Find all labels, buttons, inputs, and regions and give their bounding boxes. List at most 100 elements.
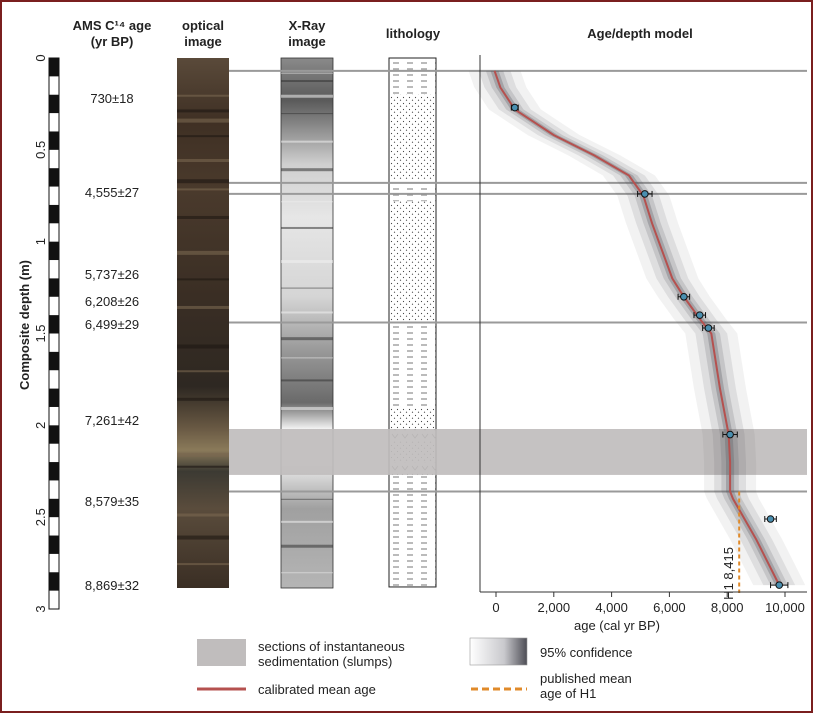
boundary-lines — [229, 69, 807, 493]
scale-bar-segment — [49, 204, 59, 224]
optical-streak — [177, 109, 229, 113]
optical-header-line1: optical — [182, 18, 224, 33]
xray-core-streaks — [281, 72, 333, 574]
ams-age-label: 6,499±29 — [85, 317, 139, 332]
optical-core-image — [177, 58, 229, 588]
depth-tick-6: 3 — [33, 605, 48, 612]
confidence-envelope — [478, 70, 796, 586]
model-header: Age/depth model — [587, 26, 692, 41]
depth-axis-label: Composite depth (m) — [17, 260, 32, 390]
dated-point — [510, 103, 519, 112]
legend-calibrated-label: calibrated mean age — [258, 682, 376, 697]
xray-streak — [281, 80, 333, 83]
scale-bar-segment — [49, 315, 59, 334]
xray-header-line1: X-Ray — [289, 18, 327, 33]
xray-streak — [281, 311, 333, 314]
dated-point — [680, 292, 688, 301]
dated-point — [695, 311, 704, 319]
xray-streak — [281, 520, 333, 523]
xray-streak — [281, 357, 333, 359]
legend-published-line1: published mean — [540, 671, 632, 686]
xray-streak — [281, 498, 333, 500]
age-x-axis: 0 2,000 4,000 6,000 8,000 10,000 — [480, 591, 807, 615]
optical-streak — [177, 215, 229, 219]
scale-bar-segment — [49, 572, 59, 591]
optical-streak — [177, 452, 229, 457]
optical-streak — [177, 135, 229, 138]
xray-header-line2: image — [288, 34, 326, 49]
legend-slump-swatch — [197, 639, 246, 666]
ams-age-label: 730±18 — [90, 91, 133, 106]
dated-point — [704, 324, 713, 332]
lithology-band — [389, 474, 436, 499]
ams-age-label: 7,261±42 — [85, 413, 139, 428]
confidence-envelope — [485, 70, 788, 586]
lithology-band — [389, 406, 436, 430]
ams-header-line1: AMS C¹⁴ age — [73, 18, 152, 33]
optical-streak — [177, 535, 229, 540]
scale-bar-segment — [49, 351, 59, 371]
x-tick-label: 4,000 — [595, 600, 628, 615]
ams-age-label: 8,579±35 — [85, 494, 139, 509]
confidence-band — [468, 70, 806, 586]
x-tick-label: 0 — [492, 600, 499, 615]
age-axis-label: age (cal yr BP) — [574, 618, 660, 633]
optical-streak — [177, 118, 229, 123]
depth-tick-3: 1.5 — [33, 324, 48, 342]
xray-streak — [281, 544, 333, 548]
xray-streak — [281, 379, 333, 382]
lithology-band — [389, 498, 436, 587]
optical-streak — [177, 250, 229, 255]
legend: sections of instantaneous sedimentation … — [197, 637, 633, 701]
ams-age-label: 6,208±26 — [85, 294, 139, 309]
optical-streak — [177, 465, 229, 468]
depth-tick-0: 0 — [33, 54, 48, 61]
xray-streak — [281, 287, 333, 289]
dated-point — [726, 430, 734, 439]
slump-band — [229, 429, 807, 475]
confidence-envelope — [468, 70, 806, 586]
dated-point — [766, 515, 775, 523]
depth-scale-bar — [48, 57, 60, 610]
dated-point — [641, 190, 649, 198]
scale-bar-segment — [49, 498, 59, 518]
ams-header-line2: (yr BP) — [91, 34, 134, 49]
xray-streak — [281, 94, 333, 98]
lithology-header: lithology — [386, 26, 441, 41]
optical-streak — [177, 397, 229, 401]
xray-streak — [281, 168, 333, 172]
slump-sections — [229, 429, 807, 475]
legend-confidence-swatch — [469, 637, 528, 666]
xray-streak — [281, 72, 333, 74]
optical-streak — [177, 305, 229, 309]
optical-streak — [177, 370, 229, 373]
scale-bar-segment — [49, 535, 59, 554]
scale-bar-segment — [49, 462, 59, 481]
depth-tick-2: 1 — [33, 238, 48, 245]
scale-bar-segment — [49, 241, 59, 261]
optical-streak — [177, 563, 229, 566]
x-tick-label: 10,000 — [765, 600, 805, 615]
optical-streak — [177, 179, 229, 184]
optical-streak — [177, 94, 229, 97]
scale-bar-segment — [49, 131, 59, 150]
scale-bar-segment — [49, 58, 59, 77]
ams-age-labels: 730±18 4,555±27 5,737±26 6,208±26 6,499±… — [85, 91, 139, 593]
scale-bar-segment — [49, 168, 59, 187]
dated-sample-points — [510, 103, 789, 589]
optical-streak — [177, 344, 229, 349]
lithology-band — [389, 201, 436, 325]
optical-core-streaks — [177, 94, 229, 566]
h1-annotation-label: H1 8,415 — [721, 547, 736, 600]
optical-streak — [177, 159, 229, 163]
legend-confidence-label: 95% confidence — [540, 645, 633, 660]
lithology-band — [389, 58, 436, 95]
legend-slumps-line1: sections of instantaneous — [258, 639, 405, 654]
legend-slumps-line2: sedimentation (slumps) — [258, 654, 392, 669]
xray-streak — [281, 260, 333, 264]
xray-streak — [281, 140, 333, 143]
scale-bar-segment — [49, 94, 59, 114]
xray-streak — [281, 201, 333, 203]
